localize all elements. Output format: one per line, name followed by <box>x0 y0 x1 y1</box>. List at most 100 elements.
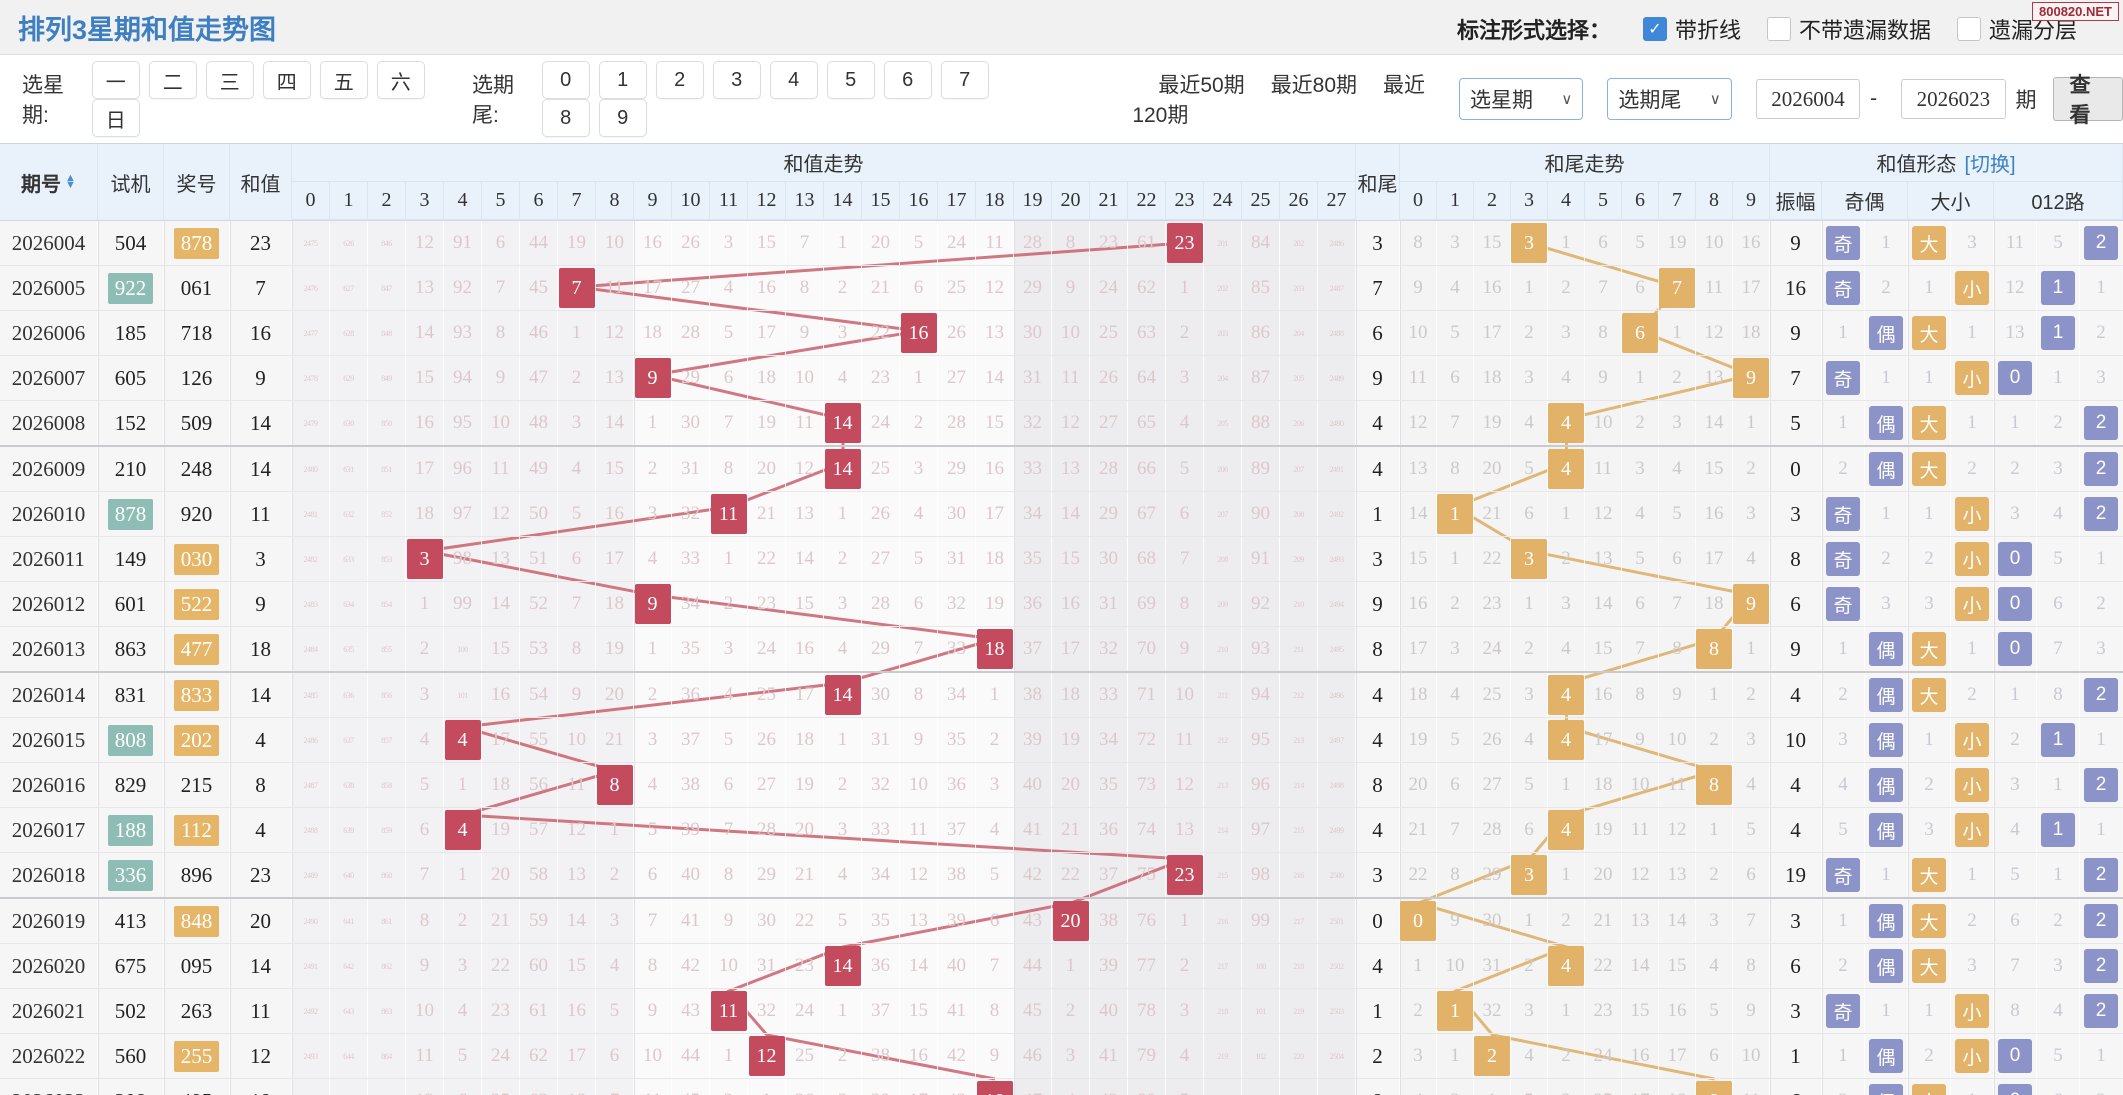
week-select[interactable]: 选星期 ∨ <box>1458 78 1584 120</box>
odd-even-miss-value: 1 <box>1881 232 1891 253</box>
tail-miss-value: 4 <box>1561 638 1571 659</box>
sum-trend-cell: 36 <box>862 944 900 988</box>
odd-even-cell: 3 <box>1865 582 1908 626</box>
amp-cell: 4 <box>1770 763 1822 807</box>
sum-miss-value: 207 <box>1217 509 1228 519</box>
tail-trend-cell: 1 <box>1511 266 1548 310</box>
week-button-日[interactable]: 日 <box>91 99 140 137</box>
tail-miss-value: 2 <box>1746 458 1756 479</box>
form-switch-link[interactable]: [切换] <box>1964 154 2016 176</box>
sum-miss-value: 14 <box>415 322 434 343</box>
tail-hit-box: 9 <box>1733 358 1769 398</box>
tail-miss-value: 16 <box>1704 503 1724 524</box>
week-button-六[interactable]: 六 <box>376 61 425 99</box>
tail-button-8[interactable]: 8 <box>541 99 590 137</box>
sum-trend-cell: 852 <box>368 492 406 536</box>
sum-miss-value: 28 <box>1023 232 1042 253</box>
road012-cell: 1 <box>1994 673 2037 717</box>
road012-cell: 3 <box>2080 356 2123 400</box>
big-small-hit-box: 小 <box>1955 768 1989 802</box>
week-button-五[interactable]: 五 <box>319 61 368 99</box>
sum-trend-cell: 204 <box>1204 356 1242 400</box>
sum-trend-cell: 16 <box>900 1034 938 1078</box>
tail-button-0[interactable]: 0 <box>541 61 590 99</box>
tail-button-7[interactable]: 7 <box>940 61 989 99</box>
sum-miss-value: 860 <box>381 870 392 880</box>
tail-col-header: 9 <box>1733 182 1770 220</box>
sum-trend-cell: 4 <box>824 627 862 671</box>
tail-cell: 3 <box>1356 221 1400 265</box>
tail-trend-cell: 2 <box>1511 944 1548 988</box>
sum-trend-cell: 215 <box>1280 808 1318 852</box>
tail-button-4[interactable]: 4 <box>769 61 818 99</box>
road012-cell: 1 <box>2080 537 2123 581</box>
tail-trend-cell: 5 <box>1622 221 1659 265</box>
recent-link[interactable]: 最近120期 <box>1132 74 1426 127</box>
sum-trend-cell: 23 <box>748 582 786 626</box>
sum-trend-cell: 2491 <box>1318 447 1356 491</box>
recent-link[interactable]: 最近80期 <box>1270 74 1358 97</box>
week-button-四[interactable]: 四 <box>262 61 311 99</box>
sum-miss-value: 12 <box>567 819 586 840</box>
sum-trend-cell: 26 <box>672 221 710 265</box>
sum-miss-value: 32 <box>681 503 700 524</box>
sum-miss-value: 16 <box>985 458 1004 479</box>
sum-trend-cell: 219 <box>1280 989 1318 1033</box>
range-from-input[interactable]: 2026004 <box>1755 79 1861 119</box>
sum-miss-value: 35 <box>1023 548 1042 569</box>
sum-miss-value: 102 <box>1255 1051 1266 1061</box>
sum-miss-value: 33 <box>1099 684 1118 705</box>
range-to-input[interactable]: 2026023 <box>1901 79 2006 119</box>
tail-button-3[interactable]: 3 <box>712 61 761 99</box>
week-button-三[interactable]: 三 <box>205 61 254 99</box>
sum-trend-cell: 38 <box>1014 673 1052 717</box>
road012-miss-value: 6 <box>2053 1090 2063 1095</box>
road012-cell: 0 <box>1994 627 2037 671</box>
sum-trend-cell: 37 <box>938 808 976 852</box>
sum-miss-value: 627 <box>343 283 354 293</box>
week-button-二[interactable]: 二 <box>148 61 197 99</box>
sum-miss-value: 47 <box>1023 1090 1042 1095</box>
tail-trend-cell: 4 <box>1511 401 1548 445</box>
tail-trend-cell: 24 <box>1474 627 1511 671</box>
sum-miss-value: 31 <box>681 458 700 479</box>
checkbox-polyline[interactable]: ✓ <box>1642 17 1667 41</box>
checkbox-omission-layer[interactable] <box>1956 17 1981 41</box>
recent-link[interactable]: 最近50期 <box>1158 74 1245 97</box>
sum-miss-value: 10 <box>1061 322 1080 343</box>
tail-miss-value: 1 <box>1672 322 1682 343</box>
checkbox-no-omission[interactable] <box>1766 17 1791 41</box>
sum-trend-cell: 638 <box>330 763 368 807</box>
sum-miss-value: 634 <box>343 599 354 609</box>
road012-cell: 7 <box>2037 627 2080 671</box>
sum-trend-cell: 18 <box>748 356 786 400</box>
sum-trend-cell: 212 <box>1204 718 1242 762</box>
road012-miss-value: 2 <box>2053 910 2063 931</box>
tail-select[interactable]: 选期尾 ∨ <box>1607 78 1732 120</box>
tail-trend-cell: 7 <box>1659 582 1696 626</box>
view-button[interactable]: 查看 <box>2052 74 2123 127</box>
tail-miss-value: 8 <box>1672 638 1682 659</box>
sum-miss-value: 36 <box>871 955 890 976</box>
tail-trend-cell: 15 <box>1659 944 1696 988</box>
sum-miss-value: 16 <box>415 412 434 433</box>
sum-trend-cell: 22 <box>1052 853 1090 897</box>
sum-miss-value: 37 <box>1023 638 1042 659</box>
sort-icon[interactable]: ▲ ▼ <box>65 172 76 191</box>
tail-button-1[interactable]: 1 <box>598 61 647 99</box>
sum-miss-value: 43 <box>947 1090 966 1095</box>
sum-miss-value: 201 <box>1217 238 1228 248</box>
tail-trend-cell: 32 <box>1474 989 1511 1033</box>
sum-trend-cell: 40 <box>938 944 976 988</box>
sum-trend-cell: 18 <box>1052 673 1090 717</box>
sum-miss-value: 34 <box>681 593 700 614</box>
tail-button-5[interactable]: 5 <box>826 61 875 99</box>
tail-button-6[interactable]: 6 <box>883 61 932 99</box>
sum-trend-cell: 14 <box>786 537 824 581</box>
week-button-一[interactable]: 一 <box>91 61 140 99</box>
tail-button-2[interactable]: 2 <box>655 61 704 99</box>
sum-trend-cell: 16 <box>900 311 938 355</box>
tail-button-9[interactable]: 9 <box>598 99 647 137</box>
col-header-tail: 和尾 <box>1356 144 1400 220</box>
shiji-cell: 560 <box>98 1034 164 1078</box>
